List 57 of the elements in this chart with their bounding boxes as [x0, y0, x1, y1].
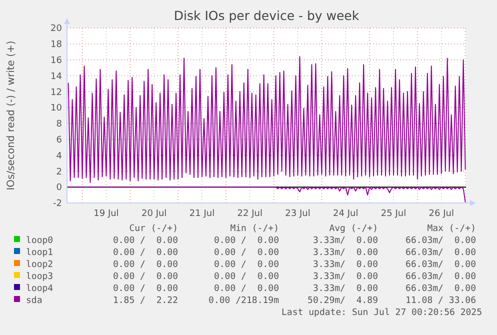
text: 50.29m/ 4.89: [308, 296, 378, 306]
legend-label: loop2: [26, 260, 54, 270]
text: 11.08 / 33.06: [406, 296, 476, 306]
text: 0.00 / 0.00: [214, 248, 279, 258]
x-tick-label: 26 Jul: [428, 209, 454, 219]
x-tick-label: 22 Jul: [237, 209, 262, 219]
text: 3.33m/ 0.00: [312, 236, 378, 246]
text: 0.00 / 0.00: [112, 236, 178, 246]
text: 66.03m/ 0.00: [406, 260, 476, 270]
y-tick-label: 16: [50, 56, 62, 66]
y-tick-label: 12: [50, 88, 62, 98]
y-tick-label: 2: [56, 167, 62, 178]
text: Avg (-/+): [329, 224, 378, 234]
text: Last update: Sun Jul 27 00:20:56 2025: [282, 308, 482, 318]
y-tick-label: 20: [50, 24, 62, 34]
text: 3.33m/ 0.00: [312, 248, 378, 258]
text: 0.00 / 0.00: [112, 284, 178, 294]
text: 0.00 / 0.00: [214, 260, 279, 270]
text: 1.85 / 2.22: [112, 296, 178, 306]
text: 66.03m/ 0.00: [406, 284, 476, 294]
text: 0.00 /218.19m: [208, 296, 279, 306]
x-tick-label: 23 Jul: [285, 209, 310, 219]
text: 0.00 / 0.00: [214, 236, 279, 246]
text: 0.00 / 0.00: [214, 272, 279, 282]
text: 0.00 / 0.00: [214, 284, 279, 294]
legend-label: loop4: [26, 284, 54, 294]
text: Cur (-/+): [129, 224, 178, 234]
text: 66.03m/ 0.00: [406, 236, 476, 246]
x-tick-label: 19 Jul: [94, 209, 119, 219]
y-tick-label: 4: [56, 151, 62, 162]
y-tick-label: 18: [50, 40, 62, 50]
y-axis-title: IOs/second read (-) / write (+): [6, 40, 17, 190]
legend-label: loop0: [26, 236, 54, 246]
y-tick-label: 14: [50, 72, 62, 82]
chart-title: Disk IOs per device - by week: [174, 8, 360, 23]
x-tick-label: 21 Jul: [189, 209, 215, 219]
x-tick-label: 20 Jul: [142, 209, 167, 219]
y-tick-label: 6: [56, 136, 62, 146]
text: Min (-/+): [230, 224, 279, 234]
text: Max (-/+): [427, 224, 476, 234]
text: 0.00 / 0.00: [112, 248, 178, 258]
text: 3.33m/ 0.00: [312, 284, 378, 294]
x-tick-label: 25 Jul: [380, 209, 406, 219]
x-tick-label: 24 Jul: [333, 209, 358, 219]
text: 3.33m/ 0.00: [312, 260, 378, 270]
text: 0.00 / 0.00: [112, 260, 178, 270]
legend-label: loop3: [26, 272, 54, 282]
y-tick-label: -2: [53, 199, 62, 210]
y-tick-label: 8: [56, 120, 62, 130]
text: 66.03m/ 0.00: [406, 248, 476, 258]
y-tick-label: 10: [50, 104, 62, 114]
text: 3.33m/ 0.00: [312, 272, 378, 282]
legend-label: sda: [26, 296, 42, 306]
legend-label: loop1: [26, 248, 54, 258]
text: 0.00 / 0.00: [112, 272, 178, 282]
y-tick-label: 0: [56, 183, 62, 194]
text: 66.03m/ 0.00: [406, 272, 476, 282]
